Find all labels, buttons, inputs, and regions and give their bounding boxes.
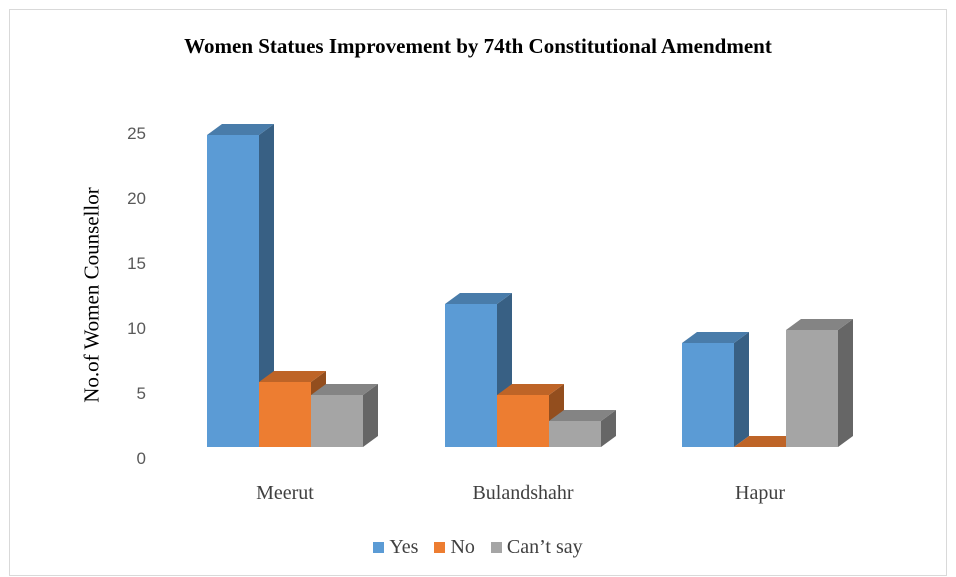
legend-item: No <box>434 536 475 559</box>
bar-front <box>549 421 601 447</box>
bars <box>207 124 853 447</box>
y-tick-label: 15 <box>127 254 146 273</box>
legend: Yes No Can’t say <box>0 536 956 559</box>
legend-swatch <box>373 542 385 553</box>
bar-front <box>445 304 497 447</box>
y-axis-ticks: 0 5 10 15 20 25 <box>127 124 146 468</box>
x-axis-ticks: Meerut Bulandshahr Hapur <box>256 482 785 504</box>
legend-swatch <box>490 542 502 553</box>
bar-top <box>786 319 853 330</box>
bar-no-hapur <box>734 436 801 447</box>
bar-side <box>838 319 853 447</box>
bar-side <box>259 124 274 447</box>
legend-item: Can’t say <box>490 536 583 559</box>
bar-top <box>734 436 801 447</box>
bar-can-t-say-hapur <box>786 319 853 447</box>
bar-yes-hapur <box>682 332 749 447</box>
bar-front <box>497 395 549 447</box>
x-tick-label: Bulandshahr <box>472 482 573 504</box>
x-tick-label: Hapur <box>735 482 785 504</box>
bar-side <box>734 332 749 447</box>
bar-top <box>311 384 378 395</box>
chart-title: Women Statues Improvement by 74th Consti… <box>184 34 772 58</box>
y-tick-label: 10 <box>127 319 146 338</box>
bar-top <box>497 384 564 395</box>
bar-top <box>207 124 274 135</box>
bar-side <box>363 384 378 447</box>
bar-front <box>207 135 259 447</box>
y-tick-label: 5 <box>137 384 146 403</box>
legend-label: Can’t say <box>506 536 583 558</box>
legend-label: Yes <box>389 536 419 558</box>
y-tick-label: 0 <box>137 449 146 468</box>
bar-front <box>786 330 838 447</box>
bar-side <box>601 410 616 447</box>
bar-top <box>682 332 749 343</box>
y-tick-label: 20 <box>127 189 146 208</box>
bar-yes-meerut <box>207 124 274 447</box>
legend-item: Yes <box>373 536 418 559</box>
bar-top <box>259 371 326 382</box>
bar-can-t-say-bulandshahr <box>549 410 616 447</box>
bar-front <box>682 343 734 447</box>
bar-top <box>445 293 512 304</box>
bar-front <box>311 395 363 447</box>
x-tick-label: Meerut <box>256 482 314 504</box>
legend-swatch <box>434 542 446 553</box>
bar-front <box>259 382 311 447</box>
y-tick-label: 25 <box>127 124 146 143</box>
chart-area <box>9 9 947 576</box>
bar-can-t-say-meerut <box>311 384 378 447</box>
legend-label: No <box>450 536 475 558</box>
bar-top <box>549 410 616 421</box>
